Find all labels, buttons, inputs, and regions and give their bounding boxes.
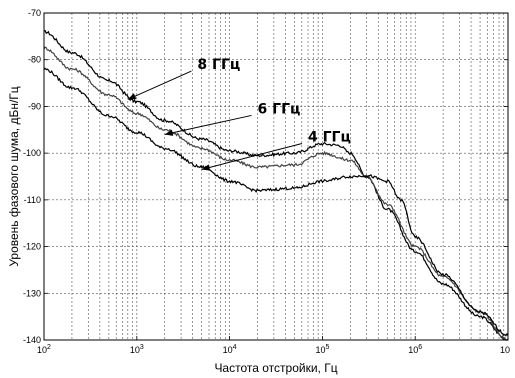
- annotation-arrow: [201, 142, 303, 170]
- y-tick-label: -70: [28, 8, 41, 18]
- arrow-head-icon: [127, 93, 137, 100]
- y-tick-label: -130: [23, 288, 41, 298]
- annotation-label: 8 ГГц: [197, 57, 240, 73]
- arrow-head-icon: [201, 164, 211, 171]
- y-axis-label: Уровень фазового шума, дБн/Гц: [7, 86, 21, 266]
- plot-frame: [43, 12, 509, 341]
- annotation-arrow: [127, 70, 192, 100]
- x-tick-label: 104: [223, 344, 237, 355]
- series-lines: [43, 30, 509, 341]
- annotation-label: 6 ГГц: [258, 101, 301, 117]
- x-axis-label: Частота отстройки, Гц: [214, 361, 337, 375]
- x-tick-label: 10: [500, 345, 510, 355]
- x-tick-label: 105: [315, 344, 329, 355]
- x-tick-label: 103: [130, 344, 144, 355]
- x-tick-label: 106: [408, 344, 422, 355]
- y-tick-labels: -70 -80 -90 -100 -110 -120 -130 -140: [23, 8, 508, 345]
- x-tick-labels: 102 103 104 105 106 10: [37, 336, 510, 355]
- annotations: 8 ГГц 6 ГГц 4 ГГц: [127, 57, 351, 171]
- y-tick-label: -90: [28, 101, 41, 111]
- grid: [44, 13, 508, 340]
- y-tick-label: -120: [23, 242, 41, 252]
- y-tick-label: -110: [24, 195, 41, 205]
- y-tick-label: -140: [23, 335, 41, 345]
- series-line-0: [44, 30, 508, 341]
- y-tick-label: -100: [23, 148, 41, 158]
- series-line-1: [43, 46, 509, 341]
- arrow-head-icon: [164, 129, 174, 136]
- y-tick-label: -80: [28, 55, 41, 65]
- annotation-label: 4 ГГц: [308, 129, 351, 145]
- annotation-arrow: [164, 114, 252, 135]
- x-tick-label: 102: [37, 344, 51, 355]
- series-line-2: [43, 67, 509, 337]
